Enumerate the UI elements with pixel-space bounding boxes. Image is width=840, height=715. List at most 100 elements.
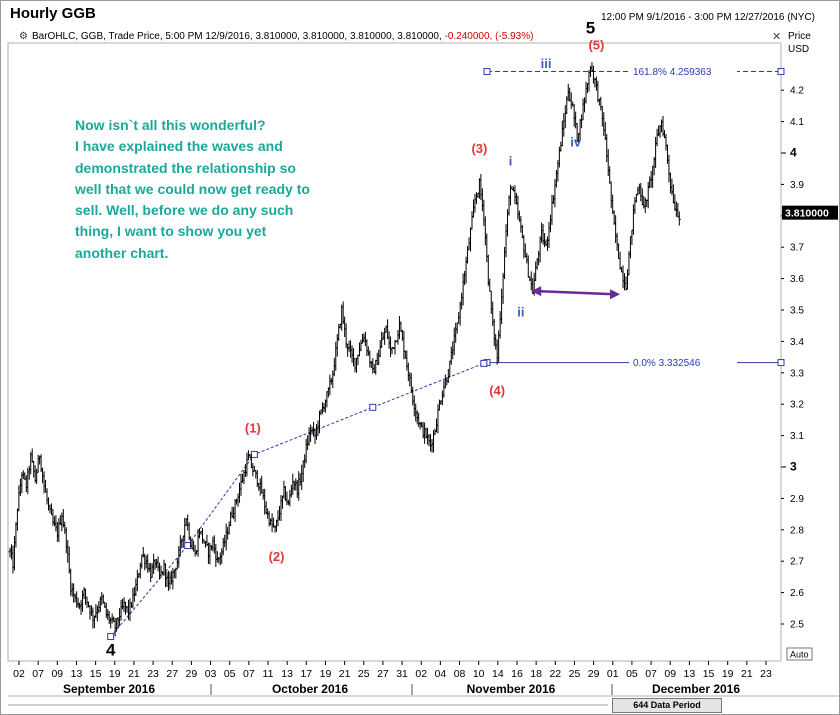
wave-label: iv (570, 135, 582, 150)
fib-label-bg (629, 356, 737, 369)
commentary-line: thing, I want to show you yet (75, 223, 267, 240)
y-tick-label: 3.2 (790, 400, 804, 411)
x-day-label: 29 (588, 668, 600, 680)
data-period-button[interactable]: 644 Data Period (612, 698, 722, 713)
commentary-line: well that we could now get ready to (75, 180, 310, 197)
wave-label: (2) (269, 549, 285, 564)
x-day-label: 25 (569, 668, 581, 680)
x-day-label: 17 (300, 668, 312, 680)
x-day-label: 15 (703, 668, 715, 680)
wave-label: (3) (471, 141, 487, 156)
time-scrollbar[interactable] (8, 704, 608, 706)
ohlc-info-line: BarOHLC, GGB, Trade Price, 5:00 PM 12/9/… (32, 31, 533, 42)
y-tick-label: 3 (790, 460, 797, 474)
x-day-label: 23 (147, 668, 159, 680)
x-day-label: 11 (263, 668, 274, 680)
x-day-label: 15 (90, 668, 102, 680)
fib-label-bg (629, 65, 737, 78)
wave-label: 5 (586, 19, 595, 38)
x-day-label: 01 (607, 668, 619, 680)
ohlc-info-change: -0.240000, (-5.93%) (444, 31, 534, 42)
auto-scale-button (786, 647, 813, 661)
x-day-label: 23 (760, 668, 772, 680)
trendline-handle (184, 542, 192, 549)
trendline-handle (107, 633, 115, 641)
x-day-label: 09 (51, 668, 63, 680)
x-month-label: December 2016 (652, 682, 740, 696)
wave-label: iii (541, 56, 552, 71)
x-day-label: 02 (415, 668, 427, 680)
commentary-line: demonstrated the relationship so (75, 159, 296, 176)
x-day-label: 29 (186, 668, 198, 680)
wave-label: (4) (489, 383, 505, 398)
fib-anchor-handle (777, 68, 785, 76)
trendline-handle (250, 450, 258, 458)
price-axis-title: Price (788, 31, 811, 42)
x-day-label: 05 (626, 668, 638, 680)
x-month-label: October 2016 (272, 682, 348, 696)
x-month-label: November 2016 (467, 682, 556, 696)
fib-level-label: 0.0% 3.332546 (633, 358, 701, 369)
x-day-label: 13 (281, 668, 293, 680)
x-day-label: 19 (722, 668, 734, 680)
x-day-label: 27 (377, 668, 389, 680)
x-day-label: 04 (435, 668, 447, 680)
y-tick-label: 2.8 (790, 525, 804, 536)
x-day-label: 21 (741, 668, 753, 680)
auto-scale-label: Auto (790, 650, 809, 660)
fib-anchor-handle (483, 68, 491, 76)
last-price-label: 3.810000 (785, 208, 829, 220)
x-day-label: 08 (454, 668, 466, 680)
commentary-text: Now isn`t all this wonderful? I have exp… (75, 115, 375, 264)
x-day-label: 19 (320, 668, 332, 680)
commentary-line: I have explained the waves and (75, 138, 283, 155)
fib-anchor-handle (777, 359, 785, 367)
plot-frame (7, 42, 782, 662)
x-day-label: 25 (358, 668, 370, 680)
price-axis-unit: USD (788, 44, 810, 55)
y-tick-label: 3.3 (790, 368, 804, 379)
x-day-label: 19 (109, 668, 121, 680)
arrow-head-right (610, 289, 621, 300)
commentary-line: another chart. (75, 244, 169, 261)
arrow-head-left (531, 286, 542, 297)
commentary-line: sell. Well, before we do any such (75, 202, 294, 219)
x-day-label: 21 (128, 668, 140, 680)
y-tick-label: 4.2 (790, 86, 804, 97)
y-tick-label: 4.1 (790, 117, 804, 128)
x-day-label: 31 (396, 668, 408, 680)
y-tick-label: 2.7 (790, 557, 804, 568)
wave-label: (5) (588, 37, 604, 52)
x-day-label: 09 (664, 668, 676, 680)
x-day-label: 13 (71, 668, 83, 680)
date-range: 12:00 PM 9/1/2016 - 3:00 PM 12/27/2016 (… (600, 12, 815, 23)
price-axis-label: Price USD (788, 30, 811, 56)
y-tick-label: 3.6 (790, 274, 804, 285)
x-month-label: September 2016 (63, 682, 155, 696)
double-arrow-line (537, 289, 615, 296)
x-day-label: 02 (13, 668, 25, 680)
wave-label: 4 (106, 640, 116, 659)
x-day-label: 27 (166, 668, 178, 680)
y-tick-label: 3.5 (790, 306, 804, 317)
wave-label: ii (517, 304, 524, 319)
x-day-label: 07 (32, 668, 44, 680)
x-day-label: 18 (530, 668, 542, 680)
last-price-badge (782, 205, 838, 220)
x-day-label: 03 (205, 668, 217, 680)
y-tick-label: 3.9 (790, 180, 804, 191)
x-day-label: 07 (645, 668, 657, 680)
x-day-label: 21 (339, 668, 351, 680)
wave-label: i (509, 154, 513, 169)
y-tick-label: 2.9 (790, 494, 804, 505)
x-day-label: 13 (684, 668, 696, 680)
ohlc-info-values: BarOHLC, GGB, Trade Price, 5:00 PM 12/9/… (32, 31, 442, 42)
close-icon[interactable]: ✕ (772, 31, 782, 43)
y-tick-label: 3.7 (790, 243, 804, 254)
commentary-line: Now isn`t all this wonderful? (75, 117, 266, 133)
y-tick-label: 3.4 (790, 337, 804, 348)
wave-label: (1) (245, 420, 261, 435)
gear-icon[interactable]: ⚙ (19, 31, 28, 42)
